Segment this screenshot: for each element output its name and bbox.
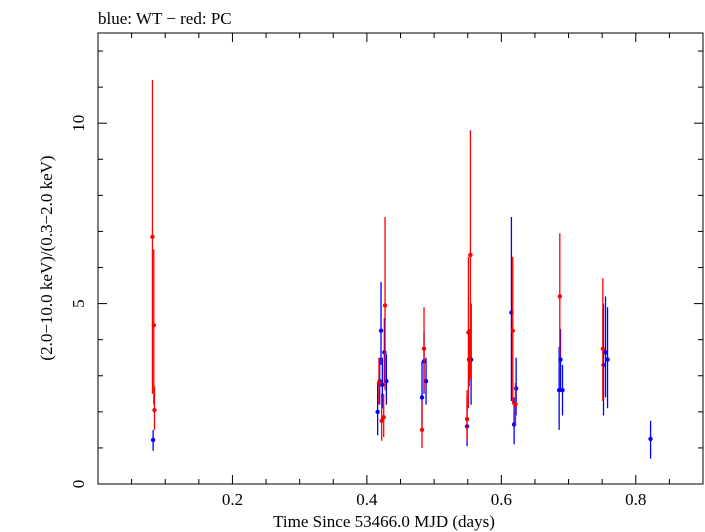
- data-point: [379, 418, 384, 424]
- data-point: [378, 328, 384, 333]
- data-point: [464, 416, 470, 422]
- data-point: [151, 323, 156, 328]
- data-point: [468, 252, 473, 258]
- axis-ticks: [98, 33, 703, 485]
- plot-frame: [97, 32, 704, 485]
- y-axis-label: (2.0−10.0 keV)/(0.3−2.0 keV): [37, 155, 56, 360]
- axis-tick-labels: 0.2 0.4 0.6 0.8 0 5 10: [69, 115, 646, 509]
- data-point: [600, 346, 606, 351]
- x-tick-label: 0.4: [356, 490, 378, 509]
- y-tick-label: 5: [69, 299, 88, 308]
- series-pc: [150, 79, 606, 448]
- data-point: [603, 350, 608, 355]
- data-point: [513, 402, 518, 407]
- data-point: [380, 382, 385, 387]
- data-point: [510, 328, 515, 333]
- data-point: [381, 415, 386, 420]
- data-point: [423, 378, 429, 384]
- data-point: [558, 357, 563, 362]
- data-point: [466, 330, 471, 335]
- data-point: [382, 350, 387, 355]
- data-point: [152, 407, 157, 413]
- data-point: [375, 409, 380, 415]
- x-tick-label: 0.6: [491, 490, 512, 509]
- data-point: [605, 357, 610, 362]
- data-point: [382, 303, 388, 308]
- data-point: [150, 437, 156, 443]
- y-tick-label: 10: [69, 115, 88, 132]
- y-tick-label: 0: [69, 480, 88, 489]
- chart-title: blue: WT − red: PC: [98, 9, 232, 28]
- data-point: [421, 346, 427, 351]
- data-point: [150, 234, 155, 240]
- data-point: [560, 387, 565, 393]
- data-point: [513, 386, 519, 391]
- data-point: [557, 294, 563, 299]
- data-point: [648, 436, 653, 442]
- data-point: [468, 357, 474, 362]
- x-tick-label: 0.2: [222, 490, 243, 509]
- data-point: [376, 380, 382, 386]
- data-point: [419, 395, 425, 400]
- x-tick-label: 0.8: [625, 490, 646, 509]
- series-wt: [150, 217, 653, 459]
- data-point: [419, 427, 425, 433]
- data-series: [150, 79, 653, 459]
- x-axis-label: Time Since 53466.0 MJD (days): [273, 512, 495, 531]
